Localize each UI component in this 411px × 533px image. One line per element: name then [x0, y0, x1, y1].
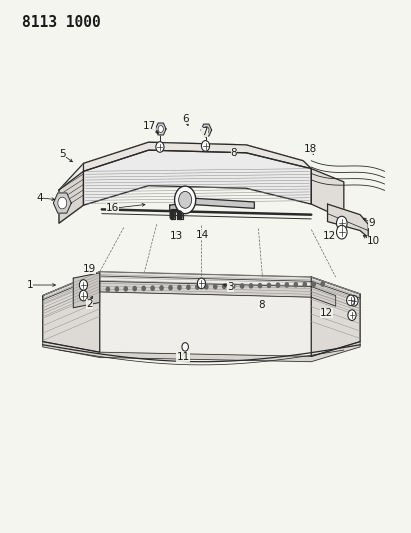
Circle shape	[79, 280, 88, 290]
Polygon shape	[83, 142, 311, 171]
Circle shape	[348, 310, 356, 320]
Circle shape	[350, 296, 358, 306]
Polygon shape	[83, 150, 311, 205]
Circle shape	[170, 214, 174, 220]
Polygon shape	[43, 272, 360, 357]
Text: 12: 12	[320, 308, 333, 318]
Circle shape	[178, 285, 181, 289]
Text: 18: 18	[304, 144, 317, 154]
Circle shape	[259, 284, 262, 288]
Circle shape	[267, 283, 270, 287]
Circle shape	[276, 283, 279, 287]
Polygon shape	[100, 281, 336, 306]
Circle shape	[337, 216, 347, 230]
Circle shape	[106, 287, 109, 292]
Text: 10: 10	[367, 236, 380, 246]
Circle shape	[240, 284, 244, 288]
Polygon shape	[328, 204, 368, 237]
Circle shape	[142, 286, 145, 290]
Text: 13: 13	[170, 231, 183, 241]
Text: 8: 8	[231, 148, 237, 158]
Polygon shape	[59, 171, 83, 223]
Circle shape	[312, 282, 315, 286]
Polygon shape	[311, 277, 360, 357]
Circle shape	[151, 286, 154, 290]
Circle shape	[169, 286, 172, 290]
Polygon shape	[186, 198, 254, 208]
Circle shape	[115, 287, 118, 291]
Circle shape	[79, 290, 88, 301]
Circle shape	[205, 285, 208, 289]
Circle shape	[133, 286, 136, 290]
Polygon shape	[311, 168, 344, 219]
Circle shape	[178, 211, 182, 216]
Polygon shape	[43, 272, 360, 300]
Text: 4: 4	[36, 193, 43, 203]
Text: 8113 1000: 8113 1000	[23, 15, 101, 30]
Text: 3: 3	[227, 281, 234, 292]
Circle shape	[156, 142, 164, 152]
Text: 14: 14	[196, 230, 209, 240]
Polygon shape	[53, 193, 71, 213]
Circle shape	[249, 284, 253, 288]
Polygon shape	[43, 342, 360, 362]
Circle shape	[321, 282, 324, 286]
Polygon shape	[59, 142, 311, 223]
Text: 8: 8	[259, 300, 265, 310]
Circle shape	[182, 343, 188, 351]
Text: 1: 1	[26, 280, 33, 290]
Polygon shape	[201, 124, 212, 136]
Circle shape	[337, 225, 347, 239]
Circle shape	[124, 287, 127, 291]
Circle shape	[346, 295, 355, 305]
Circle shape	[231, 284, 235, 288]
Circle shape	[187, 285, 190, 289]
Text: 19: 19	[83, 264, 96, 274]
Circle shape	[285, 283, 289, 287]
Polygon shape	[73, 273, 100, 308]
Circle shape	[201, 141, 210, 151]
Text: 2: 2	[86, 298, 93, 309]
Circle shape	[223, 284, 226, 288]
Polygon shape	[155, 123, 166, 135]
Text: 6: 6	[182, 115, 189, 125]
Text: 11: 11	[176, 352, 190, 362]
Circle shape	[170, 211, 174, 216]
Circle shape	[58, 197, 67, 209]
Circle shape	[196, 285, 199, 289]
Circle shape	[303, 282, 306, 287]
Text: 16: 16	[106, 203, 119, 213]
Polygon shape	[170, 203, 186, 211]
Polygon shape	[177, 209, 183, 219]
Text: 5: 5	[59, 149, 66, 159]
Text: 17: 17	[143, 122, 156, 131]
Circle shape	[214, 285, 217, 289]
Text: 12: 12	[323, 231, 336, 241]
Circle shape	[175, 186, 196, 214]
Circle shape	[160, 286, 163, 290]
Circle shape	[294, 282, 298, 287]
Circle shape	[179, 191, 192, 208]
Polygon shape	[43, 272, 100, 352]
Circle shape	[178, 214, 182, 220]
Circle shape	[204, 127, 209, 133]
Text: 7: 7	[201, 127, 208, 136]
Text: 9: 9	[368, 218, 375, 228]
Circle shape	[158, 126, 164, 132]
Circle shape	[197, 278, 206, 289]
Polygon shape	[171, 209, 175, 219]
